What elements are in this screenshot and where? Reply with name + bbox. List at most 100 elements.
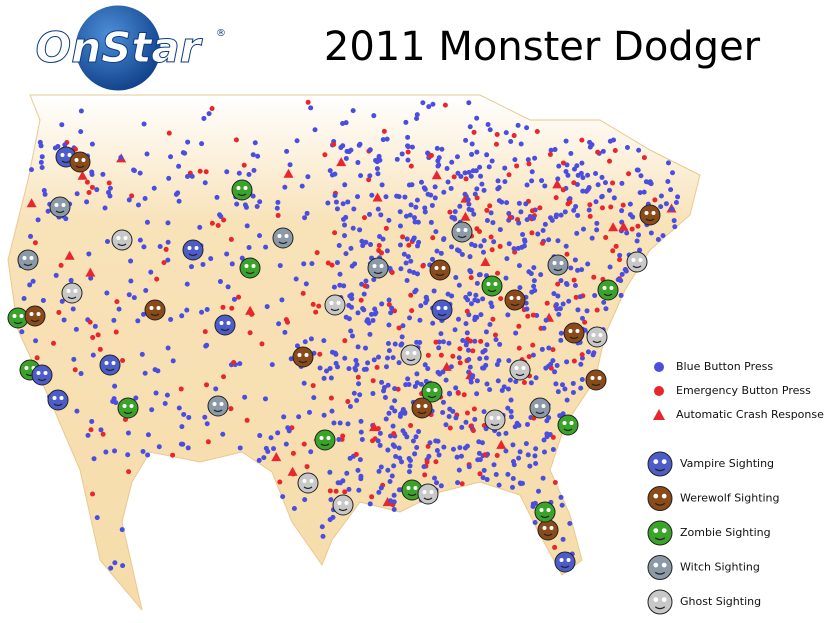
event-dot [362, 283, 368, 289]
event-dot [268, 435, 274, 441]
event-dot [371, 357, 377, 363]
event-dot [435, 158, 441, 164]
event-dot [440, 399, 446, 405]
event-dot [376, 468, 382, 474]
event-dot [466, 100, 472, 106]
event-dot [459, 252, 465, 258]
monster-face [231, 179, 253, 201]
event-dot [432, 475, 438, 481]
event-dot [327, 469, 333, 475]
event-dot [288, 356, 294, 362]
event-dot [470, 428, 476, 434]
monster-eye [406, 486, 411, 490]
event-dot [275, 430, 281, 436]
event-dot [564, 397, 570, 403]
event-dot [361, 215, 367, 221]
event-dot [120, 358, 126, 364]
event-dot [422, 209, 428, 215]
event-dot [342, 355, 348, 361]
event-dot [502, 179, 508, 185]
event-dot [582, 319, 588, 325]
event-dot [87, 319, 93, 325]
event-dot [394, 156, 400, 162]
event-dot [526, 161, 532, 167]
event-dot [35, 217, 41, 223]
event-dot [452, 327, 458, 333]
event-dot [220, 431, 226, 437]
event-dot [405, 149, 411, 155]
monster-mouth [188, 253, 198, 257]
event-dot [246, 245, 252, 251]
event-dot [610, 180, 616, 186]
event-dot [385, 382, 391, 388]
event-dot [665, 160, 671, 166]
event-dot [70, 306, 76, 312]
event-dot [482, 452, 488, 458]
event-dot [290, 450, 296, 456]
event-dot [400, 323, 406, 329]
event-dot [365, 360, 371, 366]
event-dot [562, 386, 568, 392]
event-dot [519, 480, 525, 486]
event-dot [474, 378, 480, 384]
event-dot [165, 239, 171, 245]
event-dot [236, 294, 242, 300]
event-dot [422, 205, 428, 211]
monster-eye [597, 376, 602, 380]
event-dot [476, 272, 482, 278]
event-dot [534, 129, 540, 135]
event-dot [407, 463, 413, 469]
event-dot [329, 172, 335, 178]
event-dot [585, 261, 591, 267]
event-dot [139, 351, 145, 357]
event-dot [439, 146, 445, 152]
monster-mouth [487, 289, 497, 293]
event-dot [284, 148, 290, 154]
monster-mouth [417, 411, 427, 415]
event-dot [611, 195, 617, 201]
monster-eye [514, 366, 519, 370]
event-dot [370, 378, 376, 384]
monster-face [586, 326, 608, 348]
event-dot [408, 202, 414, 208]
event-dot [459, 424, 465, 430]
event-dot [125, 430, 131, 436]
event-dot [593, 170, 599, 176]
event-dot [68, 277, 74, 283]
event-dot [521, 243, 527, 249]
event-dot [560, 536, 566, 542]
event-dot [111, 396, 117, 402]
event-dot [396, 325, 402, 331]
monster-eye [67, 153, 72, 157]
event-dot [156, 444, 162, 450]
event-dot [28, 233, 34, 239]
event-dot [556, 163, 562, 169]
event-dot [204, 342, 210, 348]
event-dot [92, 323, 98, 329]
event-dot [535, 231, 541, 237]
event-dot [430, 320, 436, 326]
monster-mouth [423, 497, 433, 501]
event-dot [399, 341, 405, 347]
event-dot [356, 487, 362, 493]
legend: Blue Button Press Emergency Button Press A… [647, 360, 824, 615]
event-dot [513, 379, 519, 385]
event-dot [280, 494, 286, 500]
event-dot [299, 183, 305, 189]
event-dot [161, 260, 167, 266]
event-dot [357, 457, 363, 463]
monster-eye [590, 376, 595, 380]
event-dot [325, 200, 331, 206]
event-dot [414, 271, 420, 277]
monster-face [504, 289, 526, 311]
event-dot [529, 208, 535, 214]
event-dot [416, 429, 422, 435]
event-dot [189, 173, 195, 179]
event-dot [463, 321, 469, 327]
event-dot [89, 418, 95, 424]
event-dot [570, 380, 576, 386]
event-dot [327, 366, 333, 372]
event-dot [408, 422, 414, 428]
monster-eye [284, 234, 289, 238]
